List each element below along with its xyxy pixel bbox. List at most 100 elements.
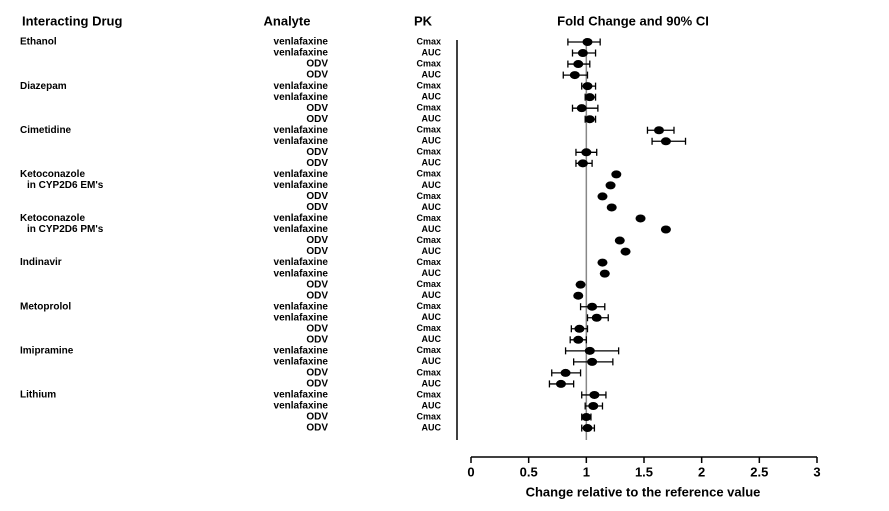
- analyte-label: ODV: [306, 191, 328, 202]
- analyte-label: ODV: [306, 379, 328, 390]
- pk-label: AUC: [422, 378, 442, 388]
- point-estimate: [620, 247, 631, 256]
- drug-label: in CYP2D6 PM's: [27, 224, 104, 235]
- x-tick-label: 1: [583, 464, 590, 479]
- point-estimate: [582, 82, 593, 91]
- pk-label: AUC: [422, 180, 442, 190]
- pk-label: Cmax: [416, 191, 441, 201]
- point-estimate: [605, 181, 616, 190]
- pk-label: AUC: [422, 400, 442, 410]
- analyte-label: venlafaxine: [274, 213, 329, 224]
- pk-label: Cmax: [416, 147, 441, 157]
- analyte-label: ODV: [306, 423, 328, 434]
- pk-label: Cmax: [416, 257, 441, 267]
- pk-label: AUC: [422, 422, 442, 432]
- drug-label: Indinavir: [20, 257, 62, 268]
- point-estimate: [582, 424, 593, 433]
- point-estimate: [584, 346, 595, 355]
- point-estimate: [614, 236, 625, 245]
- analyte-label: venlafaxine: [274, 312, 329, 323]
- pk-label: Cmax: [416, 169, 441, 179]
- x-tick-label: 1.5: [635, 464, 653, 479]
- point-estimate: [588, 401, 599, 410]
- analyte-label: ODV: [306, 114, 328, 125]
- drug-label: in CYP2D6 EM's: [27, 180, 104, 191]
- pk-label: AUC: [422, 69, 442, 79]
- analyte-label: ODV: [306, 59, 328, 70]
- point-estimate: [635, 214, 646, 223]
- point-estimate: [581, 148, 592, 157]
- analyte-label: venlafaxine: [274, 257, 329, 268]
- analyte-label: ODV: [306, 334, 328, 345]
- point-estimate: [591, 313, 602, 322]
- point-estimate: [575, 280, 586, 289]
- analyte-label: ODV: [306, 235, 328, 246]
- analyte-label: venlafaxine: [274, 224, 329, 235]
- pk-label: AUC: [422, 268, 442, 278]
- point-estimate: [577, 49, 588, 58]
- point-estimate: [581, 413, 592, 422]
- analyte-label: venlafaxine: [274, 180, 329, 191]
- pk-label: AUC: [422, 136, 442, 146]
- drug-label: Imipramine: [20, 345, 74, 356]
- point-estimate: [573, 335, 584, 344]
- point-estimate: [653, 126, 664, 135]
- pk-label: Cmax: [416, 367, 441, 377]
- analyte-label: ODV: [306, 158, 328, 169]
- pk-label: Cmax: [416, 301, 441, 311]
- point-estimate: [611, 170, 622, 179]
- point-estimate: [599, 269, 610, 278]
- point-estimate: [574, 324, 585, 333]
- analyte-label: ODV: [306, 290, 328, 301]
- pk-label: Cmax: [416, 58, 441, 68]
- drug-label: Cimetidine: [20, 125, 72, 136]
- point-estimate: [584, 115, 595, 124]
- pk-label: Cmax: [416, 345, 441, 355]
- point-estimate: [577, 159, 588, 168]
- point-estimate: [597, 192, 608, 201]
- x-tick-label: 2: [698, 464, 705, 479]
- point-estimate: [573, 291, 584, 300]
- point-estimate: [587, 302, 598, 311]
- analyte-label: ODV: [306, 103, 328, 114]
- point-estimate: [560, 368, 571, 377]
- analyte-label: ODV: [306, 323, 328, 334]
- x-tick-label: 2.5: [750, 464, 768, 479]
- pk-label: AUC: [422, 114, 442, 124]
- analyte-label: venlafaxine: [274, 390, 329, 401]
- analyte-label: venlafaxine: [274, 268, 329, 279]
- point-estimate: [569, 71, 580, 80]
- analyte-label: ODV: [306, 412, 328, 423]
- analyte-label: ODV: [306, 279, 328, 290]
- analyte-label: ODV: [306, 368, 328, 379]
- drug-label: Lithium: [20, 390, 56, 401]
- analyte-label: ODV: [306, 202, 328, 213]
- point-estimate: [555, 379, 566, 388]
- pk-label: Cmax: [416, 235, 441, 245]
- analyte-label: venlafaxine: [274, 301, 329, 312]
- point-estimate: [606, 203, 617, 212]
- pk-label: Cmax: [416, 389, 441, 399]
- pk-label: AUC: [422, 202, 442, 212]
- column-header: Interacting Drug: [22, 13, 122, 28]
- analyte-label: venlafaxine: [274, 136, 329, 147]
- pk-label: AUC: [422, 356, 442, 366]
- x-axis-label: Change relative to the reference value: [526, 484, 761, 499]
- pk-label: AUC: [422, 290, 442, 300]
- pk-label: AUC: [422, 246, 442, 256]
- pk-label: Cmax: [416, 323, 441, 333]
- point-estimate: [660, 225, 671, 234]
- drug-label: Ketoconazole: [20, 213, 85, 224]
- analyte-label: venlafaxine: [274, 48, 329, 59]
- point-estimate: [587, 357, 598, 366]
- column-header: PK: [414, 13, 433, 28]
- point-estimate: [597, 258, 608, 267]
- pk-label: AUC: [422, 47, 442, 57]
- pk-label: Cmax: [416, 125, 441, 135]
- point-estimate: [589, 390, 600, 399]
- drug-label: Metoprolol: [20, 301, 71, 312]
- point-estimate: [576, 104, 587, 113]
- analyte-label: venlafaxine: [274, 37, 329, 48]
- analyte-label: venlafaxine: [274, 125, 329, 136]
- pk-label: Cmax: [416, 279, 441, 289]
